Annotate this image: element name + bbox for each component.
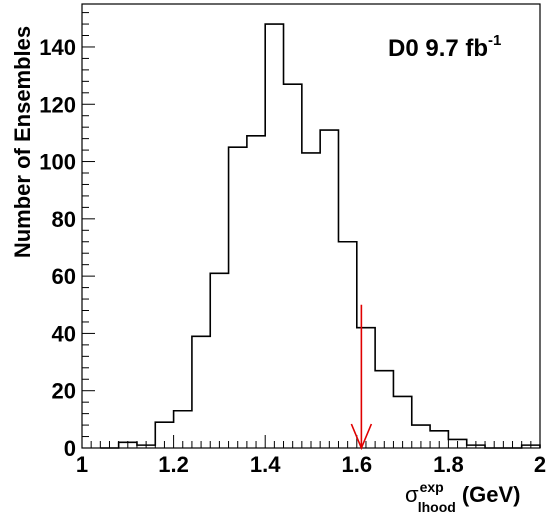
x-tick-label: 1.2: [158, 452, 189, 477]
y-tick-label: 120: [39, 92, 76, 117]
x-axis-ticks: [81, 435, 541, 448]
annotation-base: D0 9.7 fb: [388, 35, 488, 62]
x-axis-superscript: exp: [420, 479, 444, 495]
x-tick-label: 1.8: [433, 452, 464, 477]
y-tick-label: 40: [52, 321, 76, 346]
arrow-head: [350, 423, 373, 451]
y-tick-labels: 0 20 40 60 80 100 120 140: [39, 35, 76, 461]
x-axis-unit: (GeV): [462, 482, 521, 507]
histogram-outline: [100, 23, 541, 449]
y-axis-ticks: [82, 12, 95, 449]
y-tick-label: 0: [64, 436, 76, 461]
y-tick-label: 100: [39, 150, 76, 175]
x-tick-label: 1.4: [250, 452, 281, 477]
y-tick-label: 80: [52, 207, 76, 232]
y-tick-label: 140: [39, 35, 76, 60]
x-tick-label: 1: [76, 452, 88, 477]
plot-frame: [81, 3, 541, 449]
x-axis-symbol: σ: [405, 482, 419, 507]
sigma-arrow: [350, 304, 373, 451]
x-tick-label: 2: [534, 452, 546, 477]
x-axis-subscript: lhood: [418, 499, 456, 515]
x-axis-title: σexp lhood (GeV): [405, 479, 521, 515]
annotation-superscript: -1: [488, 32, 501, 49]
y-tick-label: 60: [52, 264, 76, 289]
x-tick-label: 1.6: [342, 452, 373, 477]
x-tick-labels: 1 1.2 1.4 1.6 1.8 2: [76, 452, 546, 477]
y-axis-title: Number of Ensembles: [10, 26, 35, 258]
y-tick-label: 20: [52, 379, 76, 404]
luminosity-annotation: D0 9.7 fb-1: [388, 32, 501, 62]
